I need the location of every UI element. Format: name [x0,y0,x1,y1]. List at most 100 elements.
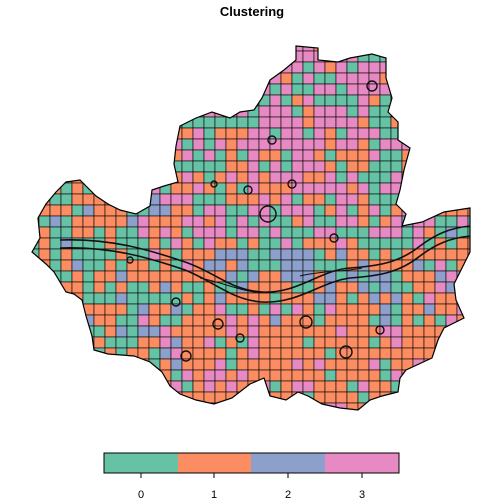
grid-cell [126,83,139,96]
grid-cell [401,61,414,74]
grid-cell [104,303,117,316]
grid-cell [214,138,227,151]
grid-cell [159,314,172,327]
grid-cell [335,94,348,107]
grid-cell [32,303,40,316]
grid-cell [456,83,469,96]
grid-cell [390,215,403,228]
grid-cell [412,325,425,338]
grid-cell [280,259,293,272]
grid-cell [390,325,403,338]
grid-cell [269,259,282,272]
grid-cell [148,292,161,305]
grid-cell [203,138,216,151]
grid-cell [324,369,337,382]
grid-cell [49,347,62,360]
grid-cell [181,171,194,184]
grid-cell [71,83,84,96]
grid-cell [412,50,425,63]
grid-cell [467,292,470,305]
grid-cell [93,105,106,118]
grid-cell [192,325,205,338]
grid-cell [148,116,161,129]
grid-cell [214,127,227,140]
grid-cell [324,380,337,393]
grid-cell [192,50,205,63]
grid-cell [412,83,425,96]
grid-cell [82,116,95,129]
grid-cell [236,259,249,272]
grid-cell [49,226,62,239]
grid-cell [193,414,204,425]
grid-cell [335,182,348,195]
grid-cell [445,50,458,63]
grid-cell [28,414,39,425]
grid-cell [126,61,139,74]
grid-cell [269,380,282,393]
grid-cell [247,270,260,283]
grid-cell [434,402,447,410]
grid-cell [38,226,51,239]
grid-cell [104,50,117,63]
grid-cell [302,303,315,316]
grid-cell [291,182,304,195]
grid-cell [170,281,183,294]
grid-cell [203,215,216,228]
grid-cell [390,281,403,294]
grid-cell [280,237,293,250]
grid-cell [61,414,72,425]
grid-cell [71,46,84,52]
grid-cell [49,105,62,118]
grid-cell [445,193,458,206]
grid-cell [38,248,51,261]
grid-cell [401,116,414,129]
grid-cell [368,193,381,206]
grid-cell [346,215,359,228]
grid-cell [434,61,447,74]
grid-cell [269,193,282,206]
grid-cell [71,380,84,393]
grid-cell [247,391,260,404]
grid-cell [401,46,414,52]
grid-cell [82,270,95,283]
grid-cell [368,358,381,371]
grid-cell [280,336,293,349]
grid-cell [269,149,282,162]
grid-cell [170,61,183,74]
grid-cell [38,83,51,96]
grid-cell [181,46,194,52]
grid-cell [346,182,359,195]
grid-cell [236,193,249,206]
grid-cell [192,215,205,228]
grid-cell [71,226,84,239]
grid-cell [335,248,348,261]
grid-cell [93,72,106,85]
grid-cell [280,50,293,63]
grid-cell [456,61,469,74]
grid-cell [60,270,73,283]
grid-cell [346,281,359,294]
grid-cell [445,105,458,118]
grid-cell [93,237,106,250]
grid-cell [60,193,73,206]
grid-cell [434,369,447,382]
grid-cell [93,325,106,338]
grid-cell [302,391,315,404]
grid-cell [324,94,337,107]
grid-cell [357,72,370,85]
grid-cell [302,336,315,349]
grid-cell [170,237,183,250]
grid-cell [137,314,150,327]
grid-cell [291,116,304,129]
grid-cell [214,46,227,52]
grid-cell [126,50,139,63]
grid-cell [192,94,205,107]
grid-cell [313,314,326,327]
grid-cell [203,259,216,272]
grid-cell [71,72,84,85]
grid-cell [302,116,315,129]
grid-cell [203,358,216,371]
grid-cell [456,72,469,85]
grid-cell [434,105,447,118]
grid-cell [456,336,469,349]
